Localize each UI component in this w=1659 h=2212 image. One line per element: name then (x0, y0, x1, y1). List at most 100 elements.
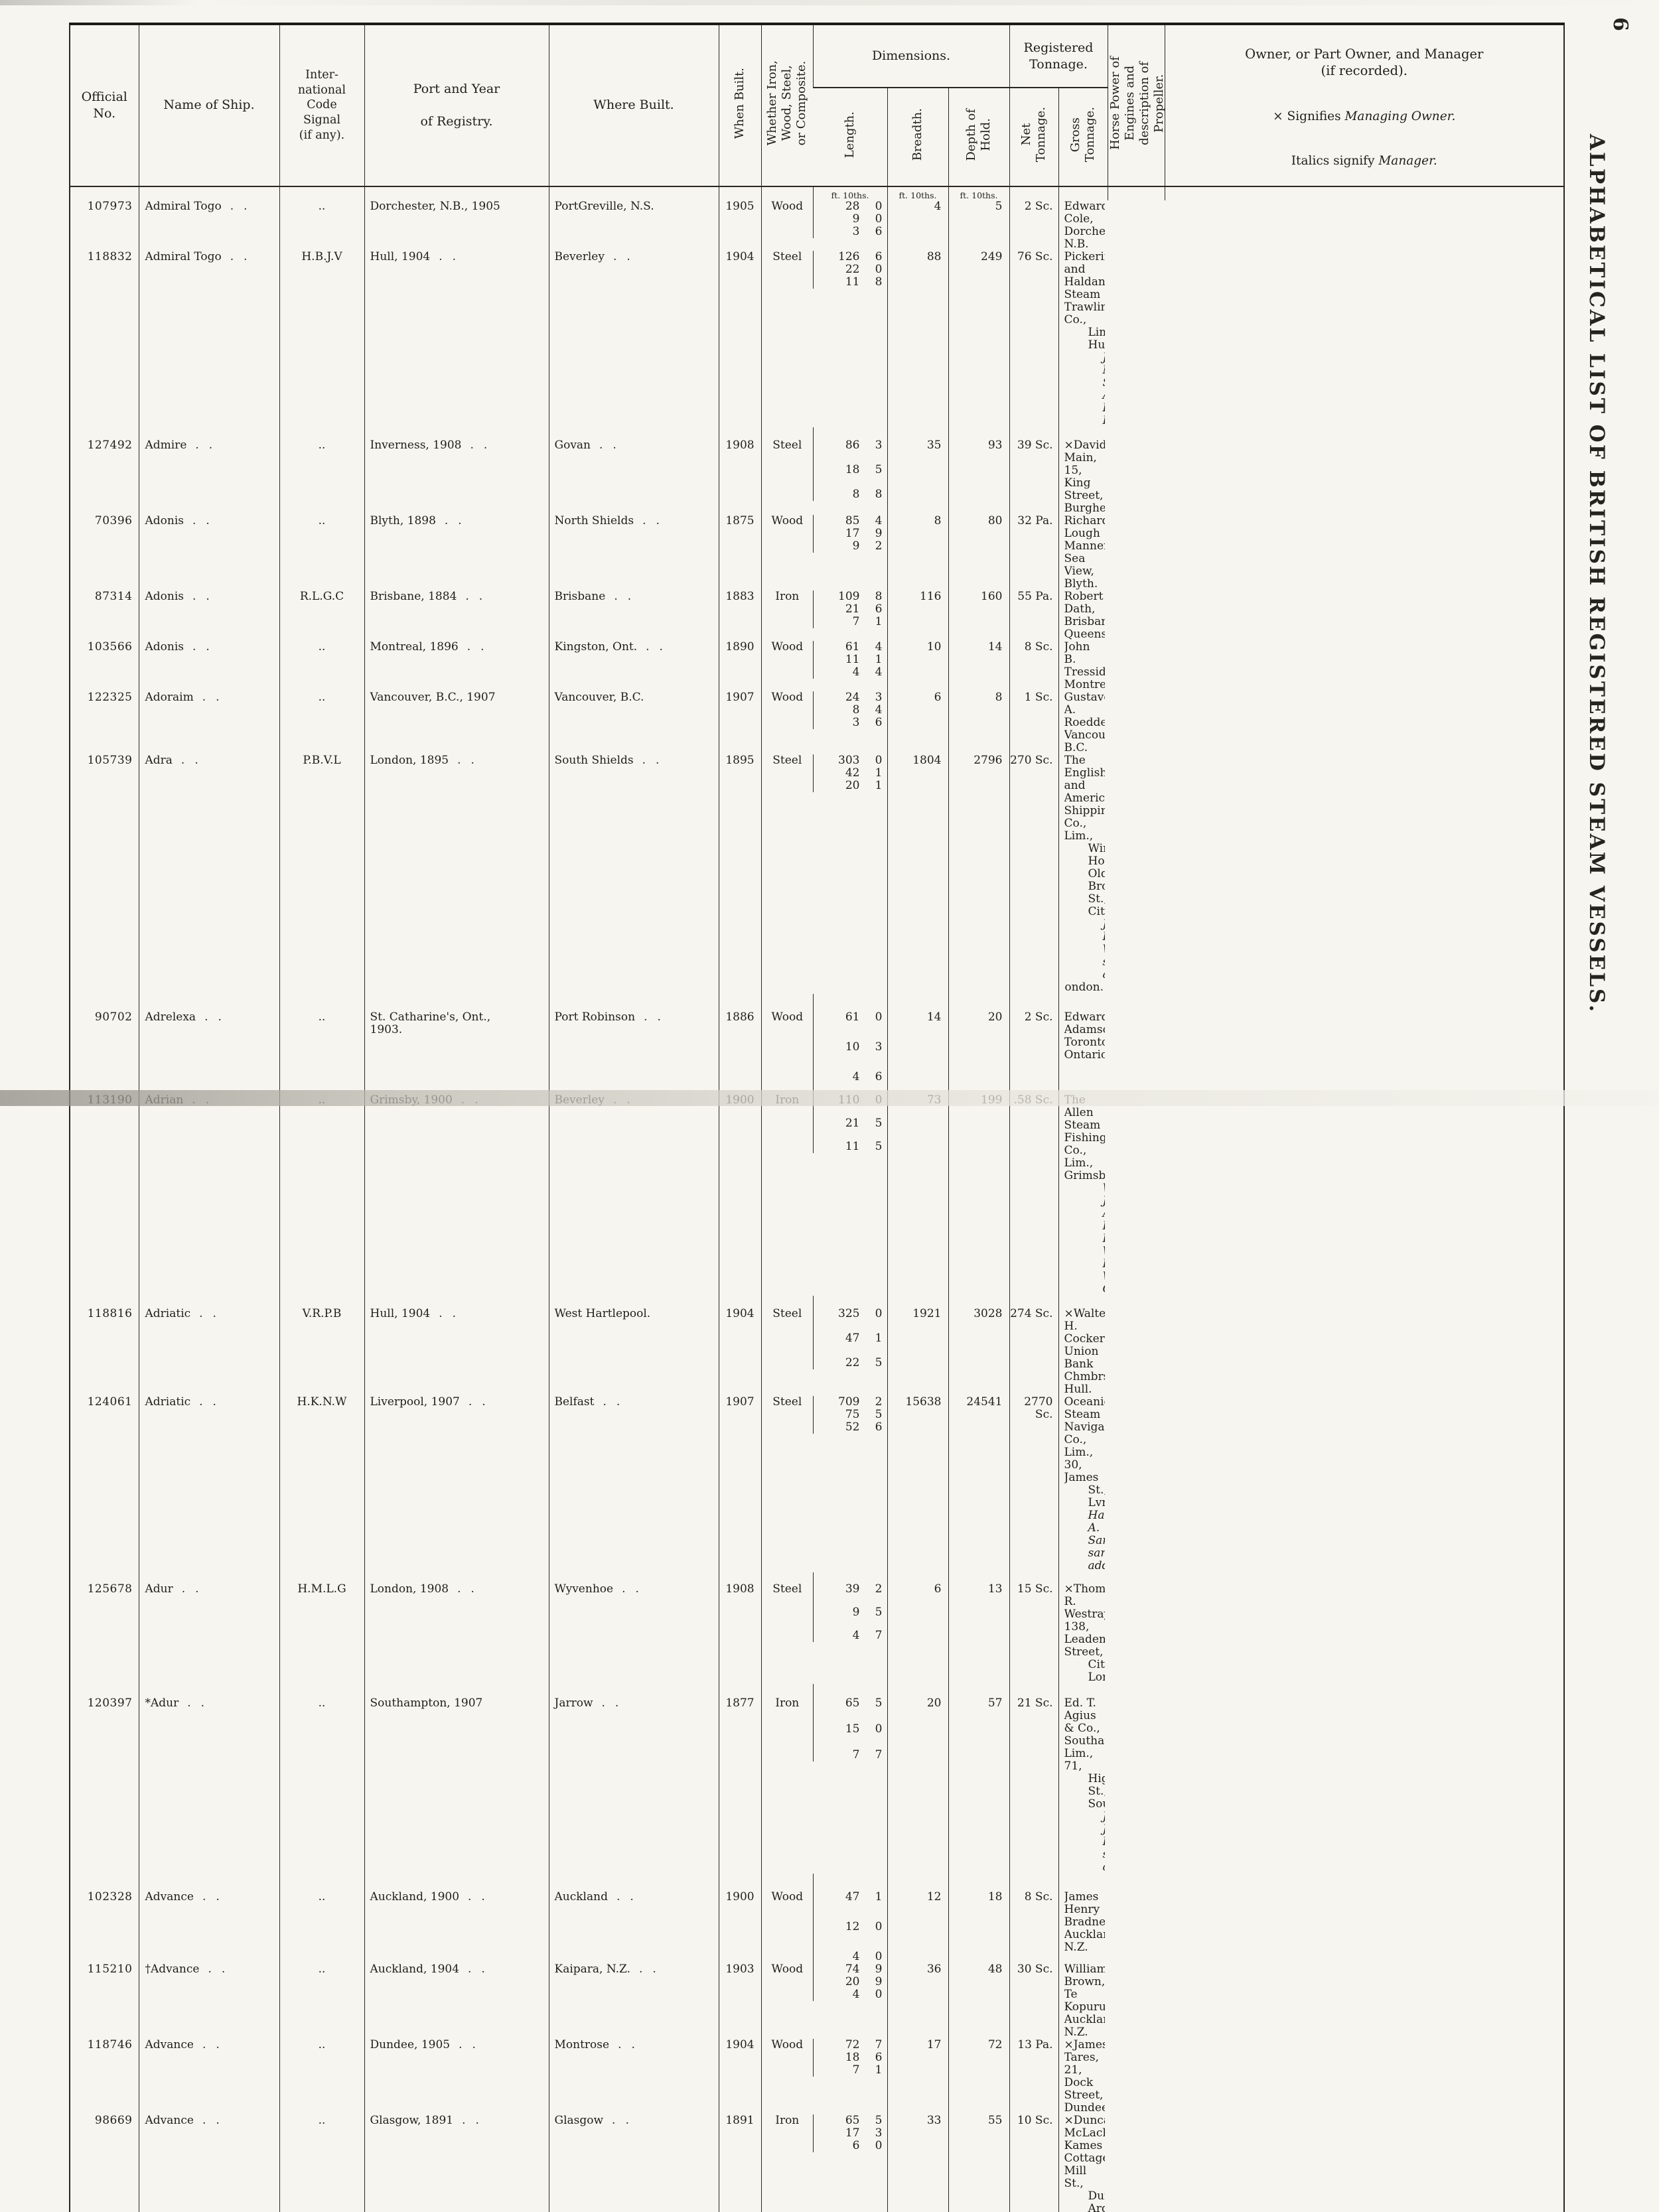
cell-gross-tonnage: 14 (948, 640, 1009, 691)
cell-net-tonnage: 73 (887, 1083, 948, 1296)
cell-horse-power: 30 Sc. (1009, 1963, 1058, 2039)
units-cell (1009, 186, 1058, 200)
owner-line: High St., Southampton. (1088, 1772, 1106, 1811)
owner-line: ×Duncan McLachlan, Kames Cottage, Mill S… (1064, 2114, 1106, 2190)
cell-official-no: 98669 (94, 2114, 133, 2127)
cell-material: Iron (760, 1683, 813, 1874)
cell-owner: ×David Main, 15, King Street, Burghead. (1058, 427, 1108, 515)
table-row: 115210 †Advance.... Auckland, 1904.. Kaipar… (70, 1963, 1564, 2039)
cell-port-year: Auckland, 1900.. (364, 1873, 549, 1963)
cell-where-built: Glasgow.. (548, 2114, 719, 2212)
cell-material: Steel (760, 1572, 813, 1684)
units-breadth: ft. 10ths. (887, 186, 948, 200)
dot-leader: .. (230, 200, 257, 213)
table-row: 118746 Advance.... Dundee, 1905.. Montrose.… (70, 2038, 1564, 2114)
cell-gross-tonnage: 249 (948, 250, 1009, 427)
owner-line: William Brown, Te Kopuru, Auckland, N.Z. (1064, 1963, 1106, 2039)
cell-ship-name: Admiral Togo.. (138, 250, 279, 427)
cell-horse-power: 2 Sc. (1009, 993, 1058, 1083)
owner-line: Lim., Hull. (1088, 326, 1106, 352)
cell-net-tonnage: 116 (887, 590, 948, 641)
cell-port-year: London, 1895.. (364, 754, 549, 994)
cell-length: 65 5 (813, 1683, 887, 1710)
cell-code-signal: .. (279, 427, 364, 515)
cell-material: Iron (760, 1083, 813, 1296)
owner-line: John B. Wimble, same address.[London. (1064, 918, 1106, 994)
cell-code-signal: .. (279, 640, 364, 691)
cell-owner: ×Thomas R. Westray, 138, Leadenhall Stre… (1058, 1572, 1108, 1684)
cell-material: Steel (760, 250, 813, 427)
units-cell (718, 186, 761, 200)
cell-owner: John B. Tressider, Montreal. (1058, 640, 1108, 691)
cell-where-built: Wyvenhoe.. (548, 1572, 719, 1684)
cell-length: 709 2 (813, 1395, 887, 1409)
cell-when-built: 1900 (718, 1083, 761, 1296)
cell-official-no: 124061 (87, 1395, 133, 1409)
cell-material: Wood (760, 200, 813, 251)
dot-leader: .. (601, 1696, 629, 1710)
cell-where-built: Auckland.. (548, 1873, 719, 1963)
when-built-vertical-label: When Built. (733, 67, 747, 139)
dot-leader: .. (612, 2114, 639, 2127)
cell-net-tonnage: 8 (887, 514, 948, 590)
cell-ship-name: Adrelexa.. (138, 993, 279, 1083)
col-header-breadth: Breadth. (887, 88, 948, 187)
cell-gross-tonnage: 72 (948, 2038, 1009, 2114)
cell-port-year: Liverpool, 1907.. (364, 1395, 549, 1572)
cell-breadth: 18 6 (813, 2051, 887, 2064)
table-row: 90702 Adrelexa.... St. Catharine's, Ont., … (70, 993, 1564, 1083)
cell-code-signal: .. (279, 691, 364, 754)
owner-line: Oceanic Steam Navigation Co., Lim., 30, … (1064, 1395, 1106, 1484)
scan-artifact-top (0, 0, 1659, 5)
cell-length: 74 9 (813, 1963, 887, 1976)
cell-code-signal: .. (279, 514, 364, 590)
dot-leader: .. (599, 438, 626, 452)
units-cell (70, 186, 139, 200)
cell-ship-name: Advance.. (138, 2038, 279, 2114)
cell-port-year: Auckland, 1904.. (364, 1963, 549, 2039)
table-row: 122325 Adoraim.... Vancouver, B.C., 1907 Va… (70, 691, 1564, 754)
cell-port-year: Dorchester, N.B., 1905 (364, 200, 549, 251)
dot-leader: .. (470, 438, 498, 452)
cell-code-signal: .. (279, 2038, 364, 2114)
dot-leader: .. (468, 1890, 495, 1903)
dot-leader: .. (457, 1582, 484, 1596)
owner-line: Robert Dath, Brisbane, Queensland. (1064, 590, 1106, 641)
owner-line: The English and American Shipping Co., L… (1064, 754, 1106, 843)
cell-net-tonnage: 33 (887, 2114, 948, 2212)
cell-ship-name: *Adur.. (138, 1683, 279, 1874)
cell-when-built: 1904 (718, 1295, 761, 1396)
cell-material: Steel (760, 1295, 813, 1396)
owner-line: ×David Main, 15, King Street, Burghead. (1064, 439, 1106, 515)
cell-net-tonnage: 6 (887, 1572, 948, 1684)
dot-leader: .. (199, 1395, 226, 1409)
cell-official-no: 87314 (94, 590, 133, 603)
cell-where-built: Beverley.. (548, 1083, 719, 1296)
owner-line: St., Lvrpl. Harold A. Sanderson, same ad… (1088, 1484, 1106, 1572)
cell-code-signal: V.R.P.B (279, 1295, 364, 1396)
cell-owner: Edward Adamson, Toronto, Ontario. (1058, 993, 1108, 1083)
cell-official-no: 115210 (87, 1963, 133, 1976)
cell-where-built: Kingston, Ont... (548, 640, 719, 691)
cell-port-year: Vancouver, B.C., 1907 (364, 691, 549, 754)
cell-ship-name: Adonis.. (138, 640, 279, 691)
cell-owner: Ed. T. Agius & Co., Southampton, Lim., 7… (1058, 1683, 1108, 1874)
cell-port-year: St. Catharine's, Ont., 1903. (364, 993, 549, 1083)
dot-leader: .. (618, 2038, 645, 2051)
cell-owner: Oceanic Steam Navigation Co., Lim., 30, … (1058, 1395, 1108, 1572)
dot-leader: .. (192, 590, 220, 603)
cell-length: 303 0 (813, 754, 887, 767)
owner-line: Winchester House, Old Broad St., City, (1088, 842, 1106, 918)
cell-ship-name: Adriatic.. (138, 1295, 279, 1396)
table-row: 105739 Adra.. P.B.V.L London, 1895.. South S… (70, 754, 1564, 994)
cell-net-tonnage: 15638 (887, 1395, 948, 1572)
cell-official-no: 90702 (94, 1010, 133, 1024)
cell-net-tonnage: 1921 (887, 1295, 948, 1396)
horse-power-vertical-label: Horse Power of Engines and description o… (1108, 56, 1165, 150)
owner-line: ×Thomas R. Westray, 138, Leadenhall Stre… (1064, 1582, 1106, 1659)
dot-leader: .. (646, 640, 673, 654)
cell-net-tonnage: 6 (887, 691, 948, 754)
